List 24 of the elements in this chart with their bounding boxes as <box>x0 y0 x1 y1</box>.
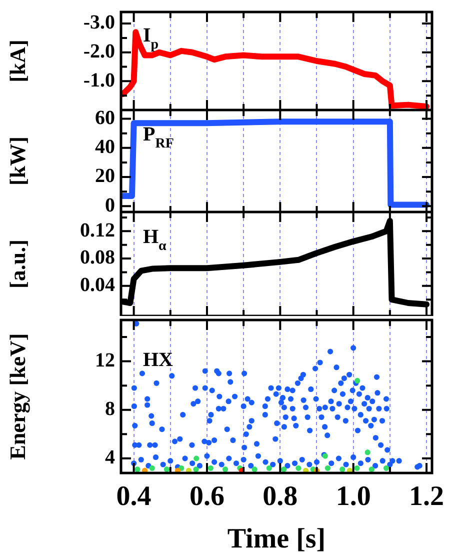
x-tick-label: 0.6 <box>189 481 224 512</box>
y-tick-label: 20 <box>95 165 115 188</box>
y-tick-label: 4 <box>105 446 115 469</box>
y-axis-title: [kW] <box>4 136 30 186</box>
y-tick-label: 0.08 <box>80 246 115 269</box>
y-tick-label: 0.04 <box>80 274 115 296</box>
x-tick-label: 0.8 <box>262 481 298 512</box>
y-tick-label: 40 <box>95 136 115 158</box>
y-tick-label: 8 <box>105 398 115 420</box>
x-axis-title: Time [s] <box>227 523 326 554</box>
y-axis-title: Energy [keV] <box>4 333 30 460</box>
y-axis-title: [a.u.] <box>4 240 30 288</box>
annotation: HX <box>143 348 174 371</box>
y-tick-label: -1.0 <box>83 69 115 92</box>
y-tick-label: 0.12 <box>80 219 115 242</box>
y-tick-label: -2.0 <box>83 40 115 63</box>
x-tick-label: 1.0 <box>336 481 371 512</box>
x-tick-label: 0.4 <box>116 481 152 512</box>
y-axis-title: [kA] <box>4 40 30 82</box>
x-tick-label: 1.2 <box>409 481 444 512</box>
y-tick-label: 12 <box>95 349 115 372</box>
y-tick-label: 60 <box>95 106 115 129</box>
y-tick-label: 0 <box>105 194 115 216</box>
y-tick-label: -3.0 <box>83 12 115 34</box>
